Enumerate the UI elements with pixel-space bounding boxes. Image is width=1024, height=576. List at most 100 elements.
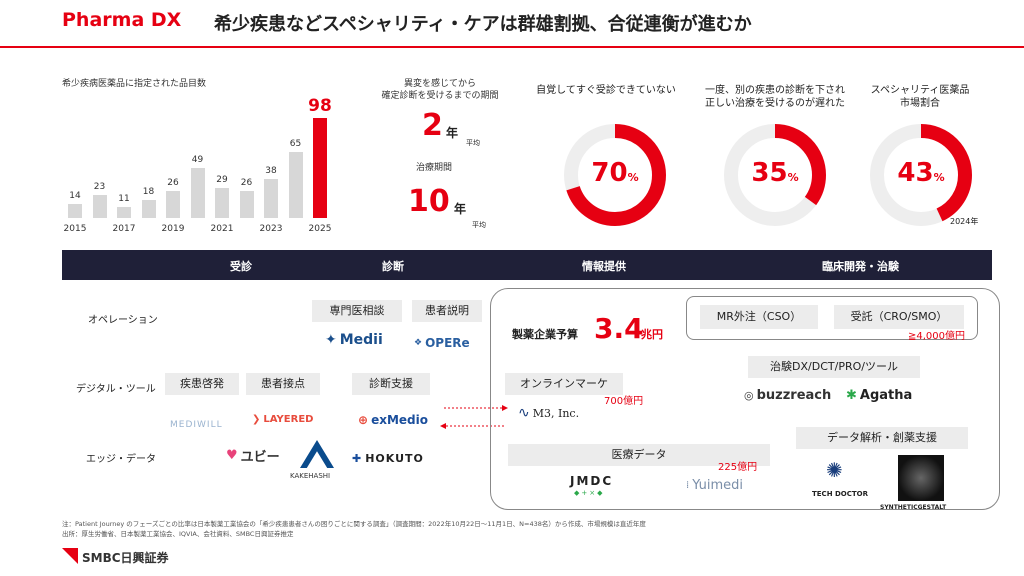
bar-value-2024: 65 — [289, 138, 302, 149]
phase-visit: 受診 — [230, 260, 252, 273]
bar-value-2016: 23 — [93, 181, 106, 192]
logo-ubie: ♥ ユビー — [226, 448, 280, 465]
x-tick-2025: 2025 — [308, 224, 332, 234]
diagnosis-years: 2 — [422, 108, 443, 143]
opere-icon: ❖ — [414, 338, 423, 348]
donut-3-note: 2024年 — [950, 217, 979, 226]
synthetic-gestalt-icon — [898, 455, 944, 501]
page-title: Pharma DX — [62, 9, 182, 31]
donut-2 — [724, 124, 826, 226]
donut-1 — [564, 124, 666, 226]
phase-bar: 受診 診断 情報提供 臨床開発・治験 — [62, 250, 992, 280]
tag-specialist-consult: 専門医相談 — [312, 300, 402, 322]
logo-buzzreach: ◎ buzzreach — [744, 388, 832, 403]
outsourcing-box — [686, 296, 978, 340]
title-bar — [0, 0, 1024, 48]
pharma-budget-value: 3.4 — [594, 312, 644, 345]
bar-2015 — [68, 203, 82, 218]
donut-value-3: 43% — [897, 158, 945, 188]
ubie-icon: ♥ — [226, 448, 238, 463]
bar-value-2023: 38 — [265, 166, 277, 177]
bar-value-2017: 11 — [118, 193, 130, 204]
bar-2021 — [215, 188, 229, 218]
donut-1-arc — [564, 124, 666, 226]
bar-2018 — [141, 199, 156, 218]
bar-value-2015: 14 — [69, 190, 81, 201]
medii-icon: ✦ — [325, 332, 337, 348]
row-operation: オペレーション — [88, 315, 158, 326]
donut-label-3: スペシャリティ医薬品 市場割合 — [870, 85, 970, 109]
x-tick-2023: 2023 — [259, 224, 283, 234]
logo-opere: ❖ OPERe — [414, 336, 470, 350]
buzzreach-icon: ◎ — [744, 389, 754, 402]
exchange-arrows — [440, 405, 508, 429]
donut-value-2: 35% — [751, 158, 799, 188]
logo-medii: ✦ Medii — [325, 332, 383, 348]
logo-mediwill: MEDIWILL — [170, 420, 223, 430]
tag-patient-explain: 患者説明 — [412, 300, 482, 322]
treatment-label: 治療期間 — [416, 163, 453, 173]
phase-diagnosis: 診断 — [382, 260, 404, 273]
bar-value-2021: 29 — [216, 175, 228, 186]
tag-diagnosis-support: 診断支援 — [352, 373, 430, 395]
pharma-budget-label: 製薬企業予算 — [512, 328, 578, 341]
info-provision-panel — [490, 288, 1000, 510]
cro-market-size: ≧4,000億円 — [908, 331, 966, 342]
bar-value-2025: 98 — [308, 96, 332, 117]
row-digital-tool: デジタル・ツール — [76, 384, 156, 395]
x-tick-2015: 2015 — [63, 224, 87, 234]
bar-chart: 14 23 11 18 26 49 29 26 38 65 98 2015 2017 2019 2021 20… — [62, 90, 342, 240]
x-tick-2021: 2021 — [210, 224, 234, 234]
phase-information: 情報提供 — [582, 260, 626, 273]
bar-2024 — [288, 151, 303, 218]
bar-value-2020: 49 — [191, 155, 204, 166]
donut-value-1: 70% — [591, 158, 639, 188]
x-tick-2017: 2017 — [112, 224, 136, 234]
bar-2023 — [264, 179, 278, 218]
diagnosis-years-unit: 年 — [446, 126, 459, 140]
logo-jmdc: JMDC — [570, 474, 614, 488]
kakehashi-icon — [300, 440, 334, 468]
m3-icon: ∿ — [518, 405, 530, 421]
yuimedi-icon: ⁞ — [686, 480, 690, 491]
tag-mr-outsourcing: MR外注（CSO） — [700, 305, 818, 329]
treatment-years-unit: 年 — [454, 202, 467, 216]
brand-logo-icon — [62, 548, 78, 564]
donut-label-1: 自覚してすぐ受診できていない — [536, 85, 676, 96]
tag-cro-smo: 受託（CRO/SMO） — [834, 305, 964, 329]
bar-2025 — [313, 118, 327, 218]
logo-yuimedi: ⁞ Yuimedi — [686, 478, 744, 493]
diagnosis-label-2: 確定診断を受けるまでの期間 — [381, 91, 499, 101]
source-note: 出所：厚生労働省、日本製薬工業協会、IQVIA、会社資料、SMBC日興証券推定 — [62, 530, 294, 538]
chart-title: 希少疾病医薬品に指定された品目数 — [62, 79, 207, 89]
agatha-icon: ✱ — [846, 388, 857, 403]
donut-3-arc — [870, 124, 972, 226]
bar-value-2022: 26 — [240, 178, 253, 189]
online-market-size: 700億円 — [604, 396, 644, 407]
tech-doctor-icon: ✺ — [826, 458, 843, 482]
tag-patient-contact: 患者接点 — [246, 373, 320, 395]
x-tick-2019: 2019 — [161, 224, 185, 234]
hokuto-icon: ✚ — [352, 452, 363, 465]
footnote: 注：Patient Journey のフェーズごとの比率は日本製薬工業協会の「希… — [62, 520, 646, 528]
tag-data-analysis: データ解析・創薬支援 — [796, 427, 968, 449]
tag-trial-dx: 治験DX/DCT/PRO/ツール — [748, 356, 920, 378]
medical-data-market-size: 225億円 — [718, 462, 758, 473]
bar-value-2019: 26 — [167, 178, 179, 189]
bar-2019 — [166, 191, 180, 218]
tag-online-marketing: オンラインマーケ — [505, 373, 623, 395]
treatment-years-note: 平均 — [472, 221, 486, 229]
pharma-budget-unit: 兆円 — [641, 328, 663, 341]
tag-medical-data: 医療データ — [508, 444, 770, 466]
logo-layered: ❯ LAYERED — [252, 414, 314, 425]
donut-label-2: 一度、別の疾患の診断を下され 正しい治療を受けるのが遅れた — [705, 85, 845, 109]
logo-tech-doctor: TECH DOCTOR — [812, 490, 869, 498]
logo-agatha: ✱ Agatha — [846, 388, 913, 403]
logo-exmedio: ⊕ exMedio — [358, 413, 428, 427]
bar-2022 — [239, 191, 254, 218]
exmedio-icon: ⊕ — [358, 413, 369, 427]
diagnosis-years-note: 平均 — [466, 139, 480, 147]
logo-synthetic-gestalt: SYNTHETICGESTALT — [880, 504, 947, 511]
logo-m3: ∿ M3, Inc. — [518, 405, 580, 421]
treatment-years: 10 — [408, 184, 450, 219]
